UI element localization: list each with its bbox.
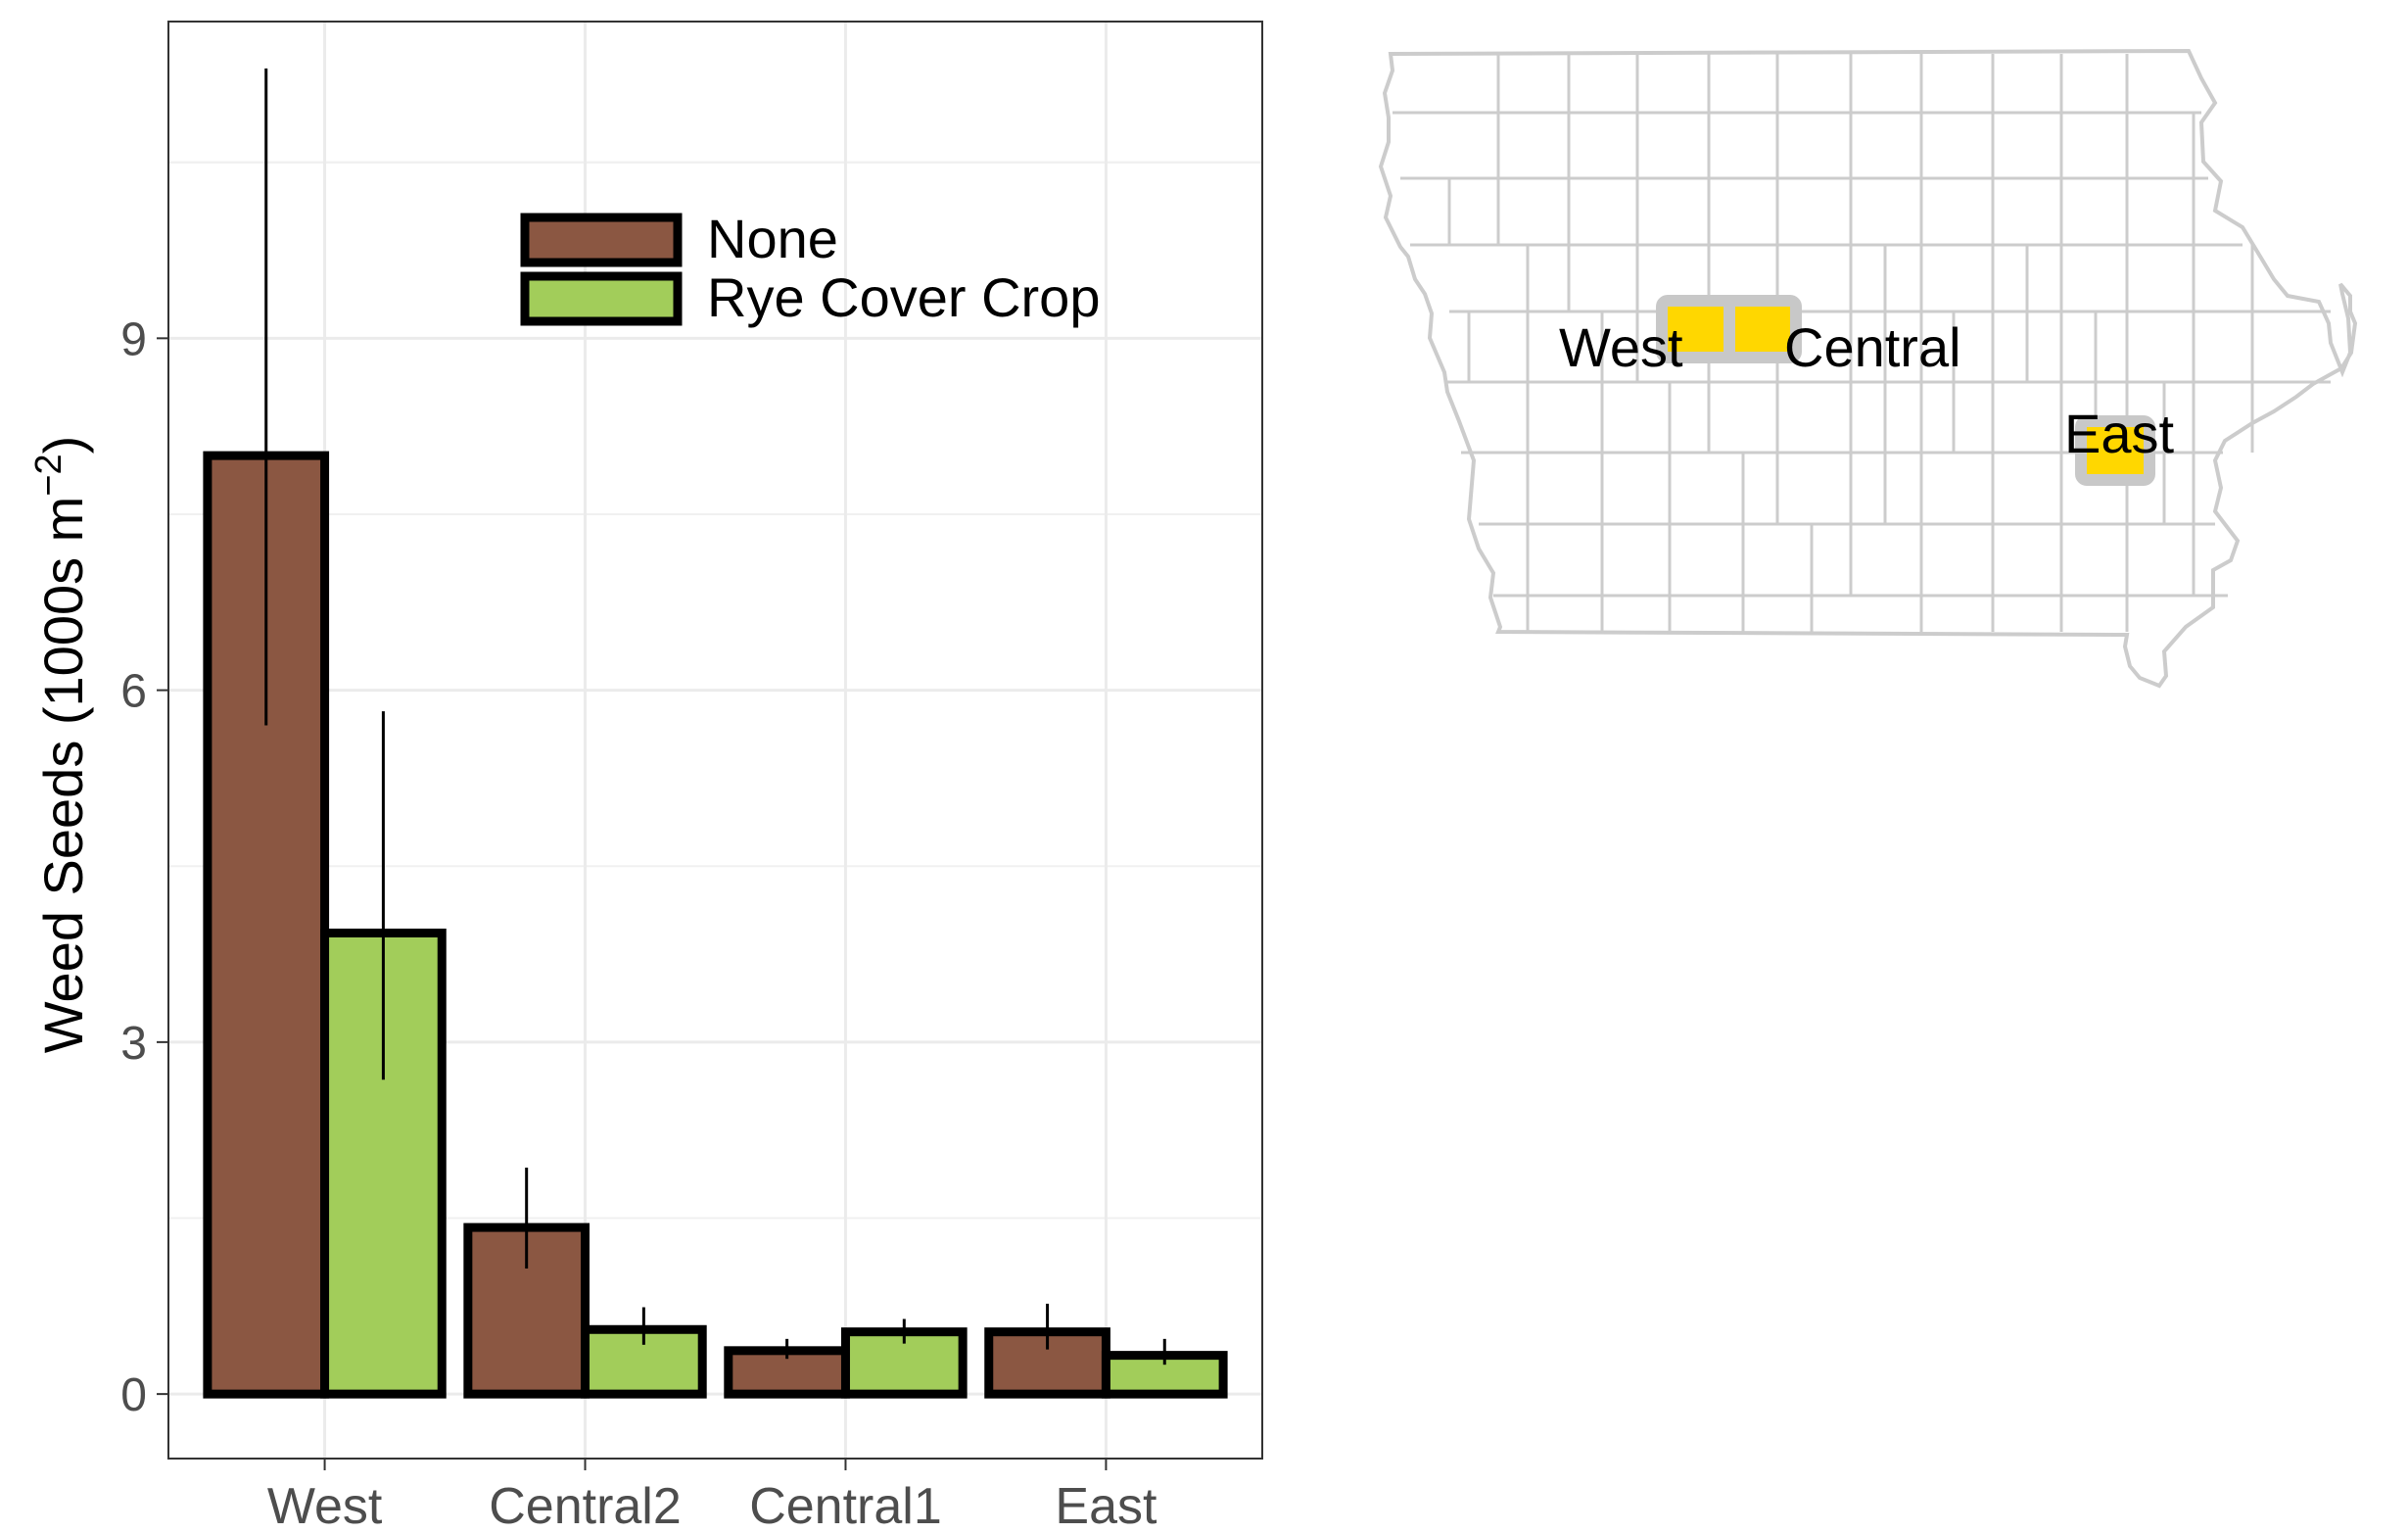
legend-label: None [707,208,838,269]
legend-key [520,213,683,267]
y-axis-ticks: 0 3 6 9 [120,313,168,1421]
bar-west-none [203,451,330,1399]
state-outline [1378,48,2358,689]
error-bars [264,68,1166,1365]
grid-minor [168,161,1262,1220]
x-tick-label: East [1055,1478,1157,1533]
map-labels: West Central East [1559,316,2174,464]
y-tick-label: 0 [120,1369,147,1421]
x-tick-label: West [267,1478,383,1533]
county-boundaries [1393,54,2331,632]
y-axis-label: Weed Seeds (1000s m−2) [28,436,94,1054]
x-axis-ticks: West Central2 Central1 East [267,1459,1157,1533]
legend-key [520,271,683,326]
x-tick-label: Central2 [489,1478,682,1533]
map-label-east: East [2064,403,2174,464]
site-marker-east [2075,415,2155,486]
map-label-west: West [1559,316,1683,378]
x-tick-label: Central1 [749,1478,942,1533]
map-label-central: Central [1784,316,1961,378]
y-axis-label-superscript: −2 [28,454,70,496]
plot-panel-border [167,21,1263,1460]
y-tick-label: 3 [120,1018,147,1070]
map-sites [1656,295,2155,486]
y-tick-label: 9 [120,313,147,365]
y-tick-label: 6 [120,666,147,718]
legend-label: Rye Cover Crop [707,266,1100,328]
bar-central2-rye-cover-crop [581,1324,707,1399]
site-marker-central [1723,295,1802,363]
bar-chart: 0 3 6 9 West Central2 Central1 East Weed Seeds… [28,21,1263,1533]
